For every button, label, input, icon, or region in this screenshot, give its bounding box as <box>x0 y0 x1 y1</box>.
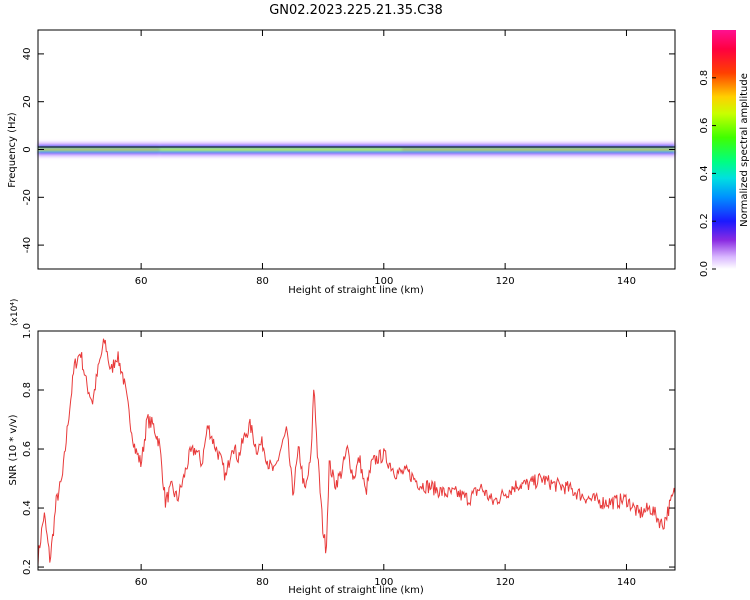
x-tick-label: 100 <box>374 276 393 287</box>
colorbar-tick-label: 0.4 <box>699 165 710 181</box>
x-tick-label: 80 <box>256 577 269 588</box>
y-tick-label: 40 <box>22 48 33 61</box>
y-tick-label: 20 <box>22 95 33 108</box>
x-tick-label: 60 <box>135 577 148 588</box>
colorbar-label: Normalized spectral amplitude <box>739 73 750 227</box>
y-tick-label: 0.2 <box>22 559 33 575</box>
y-tick-label: 1.0 <box>22 323 33 339</box>
colorbar-ticks: 0.0 0.2 0.4 0.6 0.8 <box>699 70 716 277</box>
chart-title: GN02.2023.225.21.35.C38 <box>269 3 443 18</box>
y-tick-label: 0 <box>22 146 33 152</box>
colorbar-tick-label: 0.8 <box>699 70 710 86</box>
x-tick-label: 120 <box>496 577 515 588</box>
band-core <box>38 149 160 150</box>
y-tick-label: -20 <box>22 189 33 205</box>
bottom-x-ticks: 60 80 100 120 140 <box>135 331 636 588</box>
snr-series-line <box>37 338 676 566</box>
snr-panel: 60 80 100 120 140 0.2 0.4 0.6 0.8 1.0 Height of … <box>8 299 676 596</box>
top-y-ticks: -40 -20 0 20 40 <box>22 48 675 253</box>
band-core <box>402 149 675 150</box>
y-tick-label: 0.4 <box>22 500 33 516</box>
spectrogram-band <box>38 141 675 158</box>
colorbar-gradient <box>712 30 736 269</box>
bottom-y-axis-label: SNR (10 * v/v) <box>8 414 19 485</box>
x-tick-label: 100 <box>374 577 393 588</box>
spectrogram-panel: 60 80 100 120 140 -40 -20 0 20 40 Height of stra… <box>7 29 676 296</box>
bottom-plot-frame <box>37 330 676 571</box>
top-x-axis-label: Height of straight line (km) <box>288 285 424 296</box>
x-tick-label: 120 <box>496 276 515 287</box>
x-tick-label: 80 <box>256 276 269 287</box>
band-core <box>159 149 402 150</box>
colorbar-tick-label: 0.0 <box>699 261 710 277</box>
bottom-x-axis-label: Height of straight line (km) <box>288 585 424 596</box>
top-y-axis-label: Frequency (Hz) <box>7 112 18 188</box>
x-tick-label: 60 <box>135 276 148 287</box>
bottom-y-ticks: 0.2 0.4 0.6 0.8 1.0 <box>22 323 675 575</box>
y-tick-label: 0.6 <box>22 441 33 457</box>
top-x-ticks: 60 80 100 120 140 <box>135 30 636 287</box>
colorbar-tick-label: 0.2 <box>699 213 710 229</box>
y-tick-label: -40 <box>22 237 33 253</box>
colorbar: 0.0 0.2 0.4 0.6 0.8 Normalized spectral ampl… <box>699 30 750 277</box>
colorbar-tick-label: 0.6 <box>699 118 710 134</box>
x-tick-label: 140 <box>617 276 636 287</box>
x-tick-label: 140 <box>617 577 636 588</box>
y-multiplier-label: (x10⁴) <box>10 299 20 326</box>
y-tick-label: 0.8 <box>22 382 33 398</box>
